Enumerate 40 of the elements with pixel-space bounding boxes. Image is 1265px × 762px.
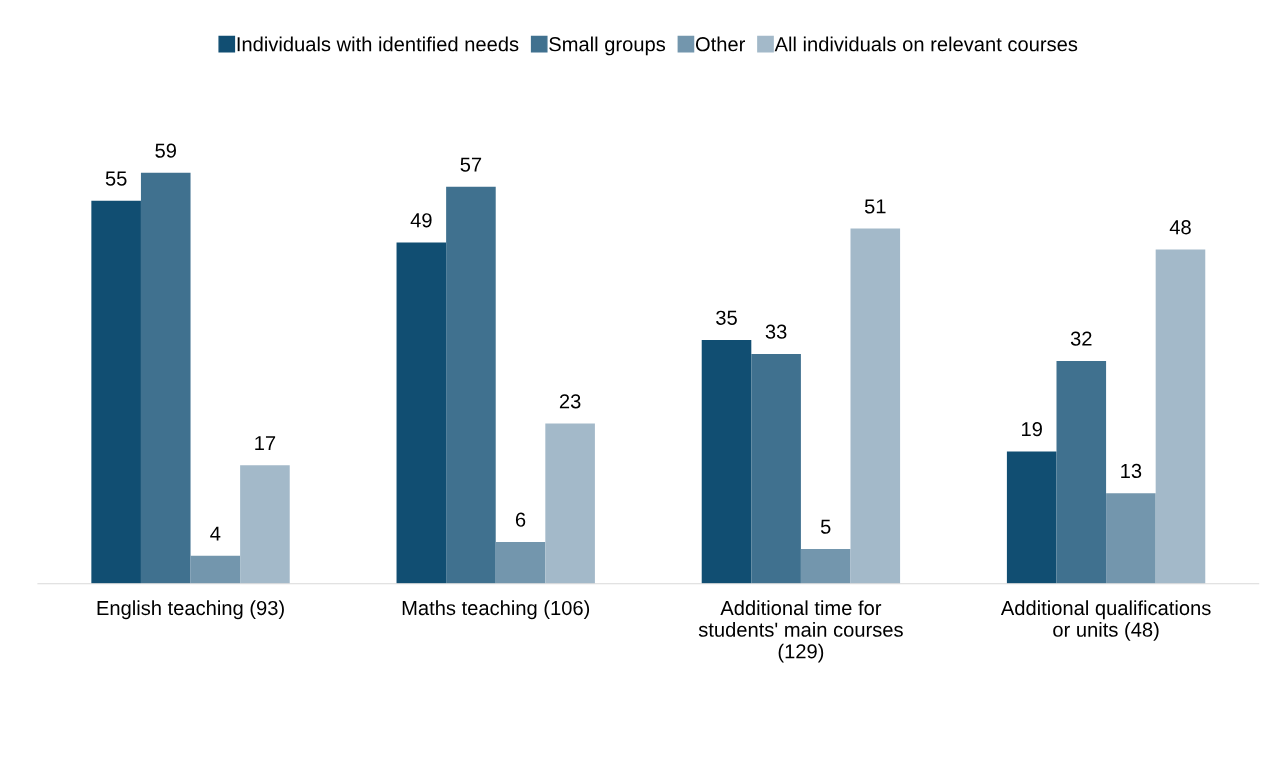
- bar: [800, 548, 851, 584]
- legend-label: All individuals on relevant courses: [774, 36, 1078, 52]
- data-label: 48: [1169, 220, 1191, 235]
- bar: [140, 172, 191, 584]
- bar: [396, 242, 447, 584]
- data-label: 35: [716, 310, 737, 325]
- x-tick-label: Additional qualifications or units (48): [1000, 600, 1211, 641]
- bar: [190, 555, 241, 584]
- x-tick-label: Additional time for students' main courses (129): [698, 600, 903, 663]
- data-label: 17: [255, 436, 276, 451]
- data-label: 32: [1070, 331, 1092, 346]
- bar: [495, 541, 546, 584]
- data-label: 19: [1022, 422, 1042, 437]
- bar: [91, 200, 141, 584]
- bar: [446, 186, 496, 584]
- bar: [751, 353, 801, 584]
- bar: [240, 465, 290, 584]
- bar: [850, 228, 901, 584]
- bar: [701, 339, 752, 584]
- data-label: 33: [765, 324, 787, 339]
- data-label: 59: [155, 143, 176, 158]
- data-label: 6: [515, 512, 526, 527]
- data-label: 51: [864, 199, 886, 214]
- data-label: 4: [210, 526, 221, 541]
- bar: [545, 423, 595, 584]
- data-label: 23: [559, 394, 581, 409]
- data-label: 57: [460, 157, 482, 172]
- x-tick-label: English teaching (93): [97, 600, 284, 620]
- data-label: 5: [820, 519, 831, 534]
- legend-label: Small groups: [549, 36, 666, 56]
- bar: [1106, 493, 1156, 584]
- legend-label: Other: [695, 36, 746, 52]
- bar: [1006, 451, 1057, 584]
- legend-label: Individuals with identified needs: [237, 36, 519, 52]
- x-tick-label: Maths teaching (106): [402, 600, 590, 620]
- data-label: 55: [105, 171, 127, 186]
- data-label: 13: [1121, 463, 1142, 479]
- bar: [1056, 360, 1107, 584]
- data-label: 49: [410, 213, 432, 228]
- bar: [1155, 249, 1206, 584]
